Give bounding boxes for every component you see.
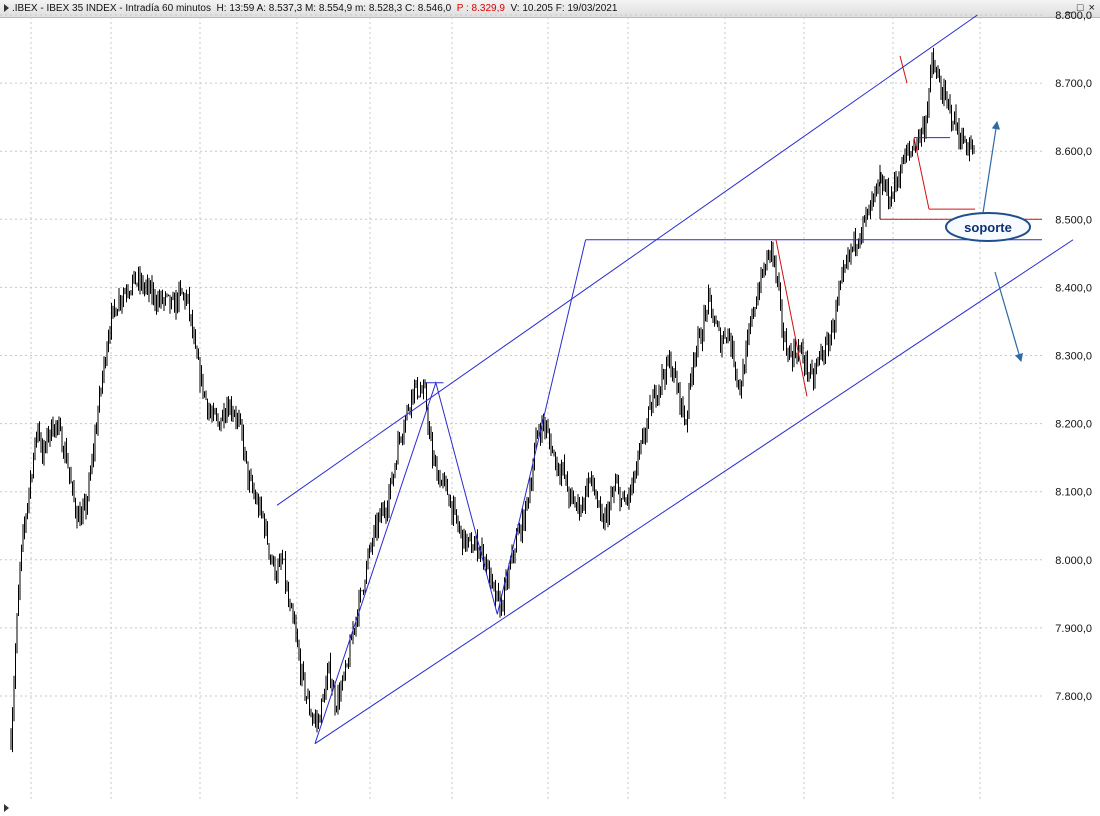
date-axis-bar: [0, 801, 1100, 816]
red-trend-line: [775, 239, 808, 397]
y-tick-label: 8.100,0: [1055, 487, 1092, 499]
header-stats: H: 13:59 A: 8.537,3 M: 8.554,9 m: 8.528,…: [216, 3, 452, 14]
red-trend-line: [913, 137, 930, 210]
price-axis: 7.800,0 7.900,0 8.000,0 8.100,0 8.200,0 8.300…: [1055, 10, 1092, 703]
y-tick-label: 7.900,0: [1055, 623, 1092, 635]
y-tick-label: 8.600,0: [1055, 146, 1092, 158]
trend-drawings: [276, 14, 1074, 745]
y-tick-label: 8.000,0: [1055, 555, 1092, 567]
y-tick-label: 8.300,0: [1055, 351, 1092, 363]
candle-series: [10, 47, 975, 753]
zigzag-line: [314, 239, 587, 744]
y-tick-label: 7.800,0: [1055, 691, 1092, 703]
collapse-arrow-icon[interactable]: [4, 4, 9, 12]
chart-grid: [0, 14, 1042, 800]
y-tick-label: 8.200,0: [1055, 419, 1092, 431]
header-volume-date: V: 10.205 F: 19/03/2021: [510, 3, 618, 14]
channel-lower-line: [314, 239, 1074, 745]
chart-header-bar: .IBEX - IBEX 35 INDEX - Intradía 60 minu…: [0, 0, 1100, 18]
y-tick-label: 8.500,0: [1055, 214, 1092, 226]
header-previous-close: P : 8.329,9: [456, 3, 505, 14]
scroll-arrow-icon[interactable]: [4, 804, 9, 812]
bullish-arrow-icon: [982, 120, 1001, 214]
y-tick-label: 8.400,0: [1055, 282, 1092, 294]
soporte-label: soporte: [964, 220, 1012, 235]
red-peak-line: [899, 55, 908, 84]
channel-upper-line: [276, 14, 978, 506]
y-tick-label: 8.700,0: [1055, 78, 1092, 90]
bearish-arrow-icon: [994, 271, 1024, 363]
soporte-label-box: soporte: [945, 212, 1031, 242]
y-tick-label: 8.800,0: [1055, 10, 1092, 22]
window-controls[interactable]: _ □ ×: [1065, 2, 1096, 14]
header-symbol: .IBEX - IBEX 35 INDEX - Intradía 60 minu…: [12, 3, 211, 14]
